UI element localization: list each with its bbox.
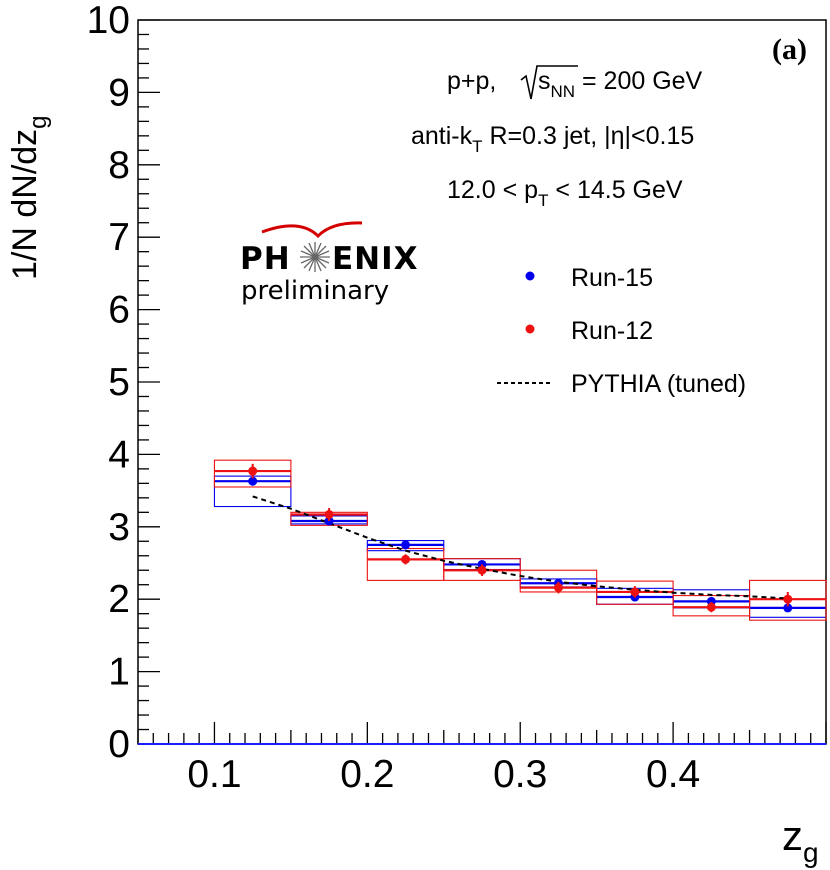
annotation-collision-system: p+p, sNN = 200 GeV	[447, 65, 703, 101]
logo-swoosh	[261, 221, 363, 239]
data-point-run12	[553, 583, 563, 593]
x-tick-label: 0.3	[493, 753, 547, 796]
data-point-run15	[401, 540, 411, 550]
legend: Run-15 Run-12 PYTHIA (tuned)	[497, 264, 746, 398]
annotation-pt-range: 12.0 < pT < 14.5 GeV	[447, 176, 683, 210]
pythia-curve	[252, 495, 788, 600]
x-tick-label: 0.1	[187, 753, 241, 796]
legend-marker-run15	[525, 271, 535, 281]
y-tick-label: 1	[108, 651, 130, 694]
y-tick-label: 0	[108, 723, 130, 766]
x-axis-title: zg	[782, 812, 819, 868]
x-tick-label: 0.4	[646, 753, 700, 796]
legend-label-run15: Run-15	[571, 264, 653, 292]
sqrt-symbol	[520, 65, 578, 100]
phenix-logo: PH ENIX preliminary	[240, 221, 419, 306]
data-point-run12	[324, 509, 334, 519]
y-tick-label: 10	[87, 0, 130, 42]
annotation-jet-definition: anti-kT R=0.3 jet, |η|<0.15	[411, 122, 694, 156]
y-tick-label: 3	[108, 506, 130, 549]
data-point-run15	[783, 603, 793, 613]
svg-text:PH: PH	[240, 241, 291, 277]
panel-label: (a)	[772, 33, 807, 66]
svg-text:p+p,: p+p,	[447, 67, 496, 95]
data-point-run12	[477, 565, 487, 575]
y-tick-label: 6	[108, 289, 130, 332]
y-axis-title: 1/N dN/dzg	[6, 115, 52, 280]
data-point-run15	[248, 476, 258, 486]
y-tick-label: 8	[108, 144, 130, 187]
svg-text:sNN = 200 GeV: sNN = 200 GeV	[538, 67, 703, 101]
data-point-run12	[248, 466, 258, 476]
y-tick-label: 4	[108, 433, 130, 476]
legend-label-run12: Run-12	[571, 317, 653, 345]
y-tick-label: 7	[108, 216, 130, 259]
sys-box-run12	[213, 459, 292, 488]
legend-label-pythia: PYTHIA (tuned)	[571, 370, 746, 398]
legend-marker-run12	[525, 324, 535, 334]
data-point-run12	[783, 594, 793, 604]
x-tick-label: 0.2	[340, 753, 394, 796]
data-point-run12	[630, 587, 640, 597]
y-tick-label: 2	[108, 578, 130, 621]
svg-text:ENIX: ENIX	[332, 241, 419, 277]
logo-burst-icon	[300, 242, 330, 272]
y-tick-label: 9	[108, 71, 130, 114]
data-point-run12	[706, 602, 716, 612]
data-point-run12	[401, 554, 411, 564]
y-tick-label: 5	[108, 361, 130, 404]
svg-text:preliminary: preliminary	[241, 276, 389, 306]
